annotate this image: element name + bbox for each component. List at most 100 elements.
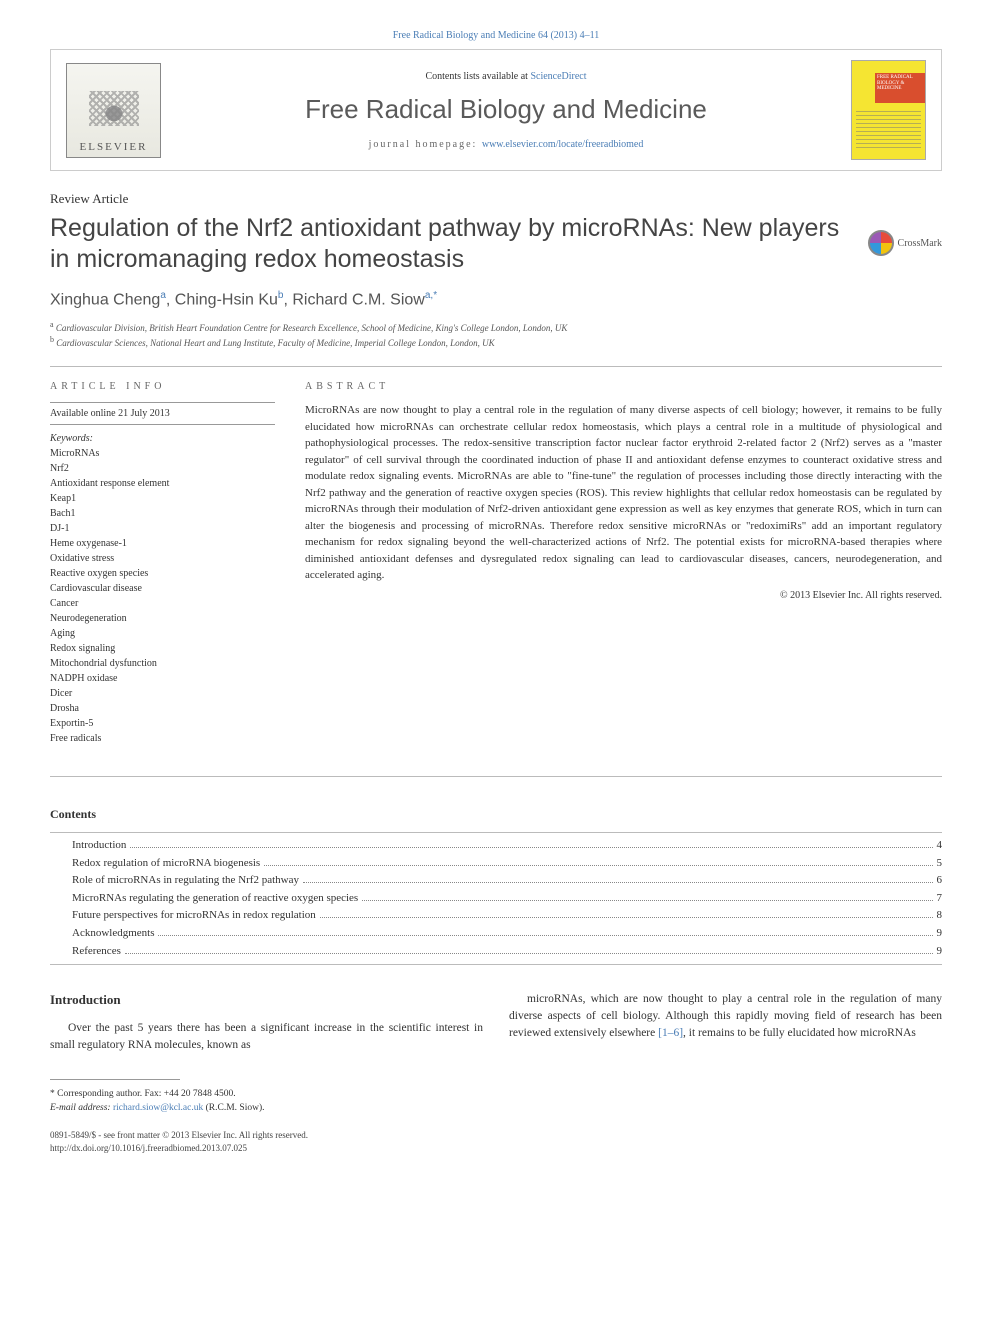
table-of-contents: Introduction4Redox regulation of microRN… (50, 837, 942, 960)
keyword-item: Cardiovascular disease (50, 581, 275, 596)
intro-refs-link[interactable]: [1–6] (658, 1027, 683, 1039)
article-info-column: ARTICLE INFO Available online 21 July 20… (50, 381, 275, 746)
elsevier-tree-icon (84, 86, 144, 141)
toc-dots (125, 953, 933, 954)
toc-dots (130, 847, 932, 848)
introduction-heading: Introduction (50, 991, 483, 1010)
keyword-item: Antioxidant response element (50, 476, 275, 491)
homepage-link[interactable]: www.elsevier.com/locate/freeradbiomed (482, 139, 644, 150)
contents-heading: Contents (50, 807, 942, 822)
keyword-item: Aging (50, 626, 275, 641)
affil-sup-a: a (50, 320, 54, 329)
toc-dots (264, 865, 932, 866)
article-title: Regulation of the Nrf2 antioxidant pathw… (50, 213, 942, 276)
keyword-item: MicroRNAs (50, 446, 275, 461)
affiliations: a Cardiovascular Division, British Heart… (50, 319, 942, 350)
article-info-heading: ARTICLE INFO (50, 381, 275, 392)
body-col-left: Introduction Over the past 5 years there… (50, 991, 483, 1154)
crossmark-widget[interactable]: CrossMark (868, 230, 942, 256)
toc-row[interactable]: Redox regulation of microRNA biogenesis5 (72, 855, 942, 873)
publisher-logo: ELSEVIER (66, 63, 161, 158)
keywords-list: MicroRNAsNrf2Antioxidant response elemen… (50, 446, 275, 746)
toc-page: 9 (937, 925, 943, 943)
affiliation-a: a Cardiovascular Division, British Heart… (50, 319, 942, 335)
keyword-item: Bach1 (50, 506, 275, 521)
keyword-item: Heme oxygenase-1 (50, 536, 275, 551)
keyword-item: Free radicals (50, 731, 275, 746)
sciencedirect-link[interactable]: ScienceDirect (530, 71, 586, 82)
authors-line: Xinghua Chenga, Ching-Hsin Kub, Richard … (50, 290, 942, 309)
crossmark-icon (868, 230, 894, 256)
available-online-line: Available online 21 July 2013 (50, 402, 275, 425)
info-abstract-row: ARTICLE INFO Available online 21 July 20… (50, 381, 942, 746)
toc-row[interactable]: MicroRNAs regulating the generation of r… (72, 890, 942, 908)
journal-homepage-line: journal homepage: www.elsevier.com/locat… (161, 139, 851, 150)
keyword-item: DJ-1 (50, 521, 275, 536)
cover-title-stripe: FREE RADICAL BIOLOGY & MEDICINE (875, 73, 925, 103)
abstract-heading: ABSTRACT (305, 381, 942, 392)
toc-label: Future perspectives for microRNAs in red… (72, 907, 316, 925)
toc-row[interactable]: Future perspectives for microRNAs in red… (72, 907, 942, 925)
toc-rule-bottom (50, 964, 942, 965)
toc-label: Redox regulation of microRNA biogenesis (72, 855, 260, 873)
doi-line: http://dx.doi.org/10.1016/j.freeradbiome… (50, 1142, 483, 1155)
toc-label: Role of microRNAs in regulating the Nrf2… (72, 872, 299, 890)
issn-line: 0891-5849/$ - see front matter © 2013 El… (50, 1129, 483, 1142)
keyword-item: NADPH oxidase (50, 671, 275, 686)
contents-lists-line: Contents lists available at ScienceDirec… (161, 71, 851, 82)
toc-row[interactable]: Introduction4 (72, 837, 942, 855)
footnote-separator (50, 1079, 180, 1080)
toc-rule-top (50, 832, 942, 833)
divider-rule (50, 366, 942, 367)
keyword-item: Neurodegeneration (50, 611, 275, 626)
abstract-column: ABSTRACT MicroRNAs are now thought to pl… (305, 381, 942, 746)
toc-label: References (72, 943, 121, 961)
keyword-item: Redox signaling (50, 641, 275, 656)
toc-page: 8 (937, 907, 943, 925)
toc-page: 9 (937, 943, 943, 961)
intro-para-1: Over the past 5 years there has been a s… (50, 1020, 483, 1053)
toc-row[interactable]: References 9 (72, 943, 942, 961)
keyword-item: Cancer (50, 596, 275, 611)
cover-lines-graphic (856, 111, 921, 151)
corr-marker: * (50, 1089, 55, 1099)
corresponding-author-footnote: * Corresponding author. Fax: +44 20 7848… (50, 1088, 483, 1115)
author-3-affil: a,* (425, 290, 437, 301)
toc-dots (362, 900, 932, 901)
keyword-item: Drosha (50, 701, 275, 716)
divider-rule-2 (50, 776, 942, 777)
article-type: Review Article (50, 191, 942, 207)
author-2: Ching-Hsin Ku (175, 291, 278, 308)
keywords-label: Keywords: (50, 433, 275, 444)
homepage-prefix: journal homepage: (369, 139, 482, 150)
toc-label: MicroRNAs regulating the generation of r… (72, 890, 358, 908)
email-paren: (R.C.M. Siow). (203, 1103, 264, 1113)
toc-row[interactable]: Role of microRNAs in regulating the Nrf2… (72, 872, 942, 890)
doi-block: 0891-5849/$ - see front matter © 2013 El… (50, 1129, 483, 1154)
email-label: E-mail address: (50, 1103, 113, 1113)
corr-email-link[interactable]: richard.siow@kcl.ac.uk (113, 1103, 203, 1113)
crossmark-label: CrossMark (898, 238, 942, 249)
journal-title: Free Radical Biology and Medicine (161, 94, 851, 125)
toc-dots (158, 935, 932, 936)
toc-row[interactable]: Acknowledgments 9 (72, 925, 942, 943)
toc-label: Introduction (72, 837, 126, 855)
author-1: Xinghua Cheng (50, 291, 160, 308)
journal-cover-thumbnail: FREE RADICAL BIOLOGY & MEDICINE (851, 60, 926, 160)
keyword-item: Mitochondrial dysfunction (50, 656, 275, 671)
intro-col2-post: , it remains to be fully elucidated how … (683, 1027, 916, 1039)
toc-dots (320, 917, 933, 918)
author-2-affil: b (278, 290, 284, 301)
journal-reference-link[interactable]: Free Radical Biology and Medicine 64 (20… (50, 30, 942, 41)
publisher-name: ELSEVIER (80, 141, 148, 153)
affil-sup-b: b (50, 335, 54, 344)
keyword-item: Nrf2 (50, 461, 275, 476)
intro-para-2: microRNAs, which are now thought to play… (509, 991, 942, 1041)
abstract-copyright: © 2013 Elsevier Inc. All rights reserved… (305, 590, 942, 601)
body-col-right: microRNAs, which are now thought to play… (509, 991, 942, 1154)
abstract-text: MicroRNAs are now thought to play a cent… (305, 402, 942, 584)
toc-dots (303, 882, 933, 883)
toc-label: Acknowledgments (72, 925, 154, 943)
affil-text-a: Cardiovascular Division, British Heart F… (56, 323, 568, 333)
affiliation-b: b Cardiovascular Sciences, National Hear… (50, 334, 942, 350)
